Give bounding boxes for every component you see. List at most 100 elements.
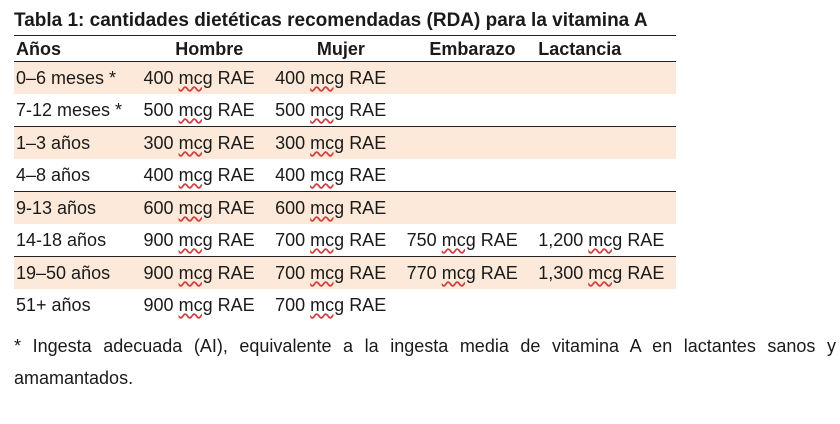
table-body: 0–6 meses * 400 mcg RAE 400 mcg RAE 7-12 me… <box>14 61 676 322</box>
unit-rae: RAE <box>480 262 518 283</box>
amount: 400 <box>143 67 174 88</box>
amount: 770 <box>406 262 437 283</box>
header-hombre: Hombre <box>143 37 276 62</box>
table-row: 9-13 años 600 mcg RAE 600 mcg RAE <box>14 191 676 224</box>
unit: mcg <box>310 262 345 283</box>
age-cell: 51+ años <box>16 294 91 315</box>
unit-rae: RAE <box>217 132 255 153</box>
unit: mcg <box>588 229 623 250</box>
unit: mcg <box>178 132 213 153</box>
hombre-cell: 900 mcg RAE <box>144 224 276 257</box>
mujer-cell: 700 mcg RAE <box>275 289 407 321</box>
age-cell: 1–3 años <box>14 126 144 159</box>
unit-rae: RAE <box>217 99 255 120</box>
unit: mcg <box>178 294 213 315</box>
header-embarazo: Embarazo <box>406 37 539 62</box>
hombre-cell: 600 mcg RAE <box>143 191 276 224</box>
amount: 500 <box>143 99 174 120</box>
mujer-cell: 700 mcg RAE <box>275 224 407 257</box>
table-row: 7-12 meses * 500 mcg RAE 500 mcg RAE <box>14 94 676 127</box>
embarazo-cell: 770 mcg RAE <box>406 256 539 289</box>
unit-rae: RAE <box>217 294 255 315</box>
amount: 600 <box>143 197 174 218</box>
lactancia-cell <box>538 289 676 321</box>
amount: 700 <box>275 229 306 250</box>
unit-rae: RAE <box>217 197 255 218</box>
hombre-cell: 900 mcg RAE <box>144 289 276 321</box>
lactancia-cell <box>538 191 676 224</box>
amount: 900 <box>143 229 174 250</box>
unit-rae: RAE <box>349 229 387 250</box>
unit: mcg <box>441 229 476 250</box>
embarazo-cell <box>407 289 539 321</box>
amount: 400 <box>275 164 306 185</box>
age-cell: 7-12 meses * <box>16 99 123 120</box>
amount: 600 <box>275 197 306 218</box>
mujer-cell: 400 mcg RAE <box>275 61 407 94</box>
unit-rae: RAE <box>217 262 255 283</box>
amount: 1,300 <box>538 262 584 283</box>
unit: mcg <box>178 67 213 88</box>
header-lactancia: Lactancia <box>538 37 676 62</box>
unit-rae: RAE <box>349 164 387 185</box>
embarazo-cell <box>406 191 539 224</box>
lactancia-cell <box>538 61 676 94</box>
unit: mcg <box>310 197 345 218</box>
unit: mcg <box>178 99 213 120</box>
table-row: 14-18 años 900 mcg RAE 700 mcg RAE 750 mcg … <box>14 224 676 257</box>
embarazo-cell <box>406 61 539 94</box>
amount: 400 <box>143 164 174 185</box>
title-rule <box>14 35 676 36</box>
amount: 900 <box>143 262 174 283</box>
unit: mcg <box>588 262 623 283</box>
unit-rae: RAE <box>627 229 665 250</box>
hombre-cell: 300 mcg RAE <box>143 126 276 159</box>
table-title: Tabla 1: cantidades dietéticas recomenda… <box>14 10 648 31</box>
unit: mcg <box>178 164 213 185</box>
amount: 300 <box>143 132 174 153</box>
amount: 700 <box>275 262 306 283</box>
unit-rae: RAE <box>217 67 255 88</box>
unit-rae: RAE <box>627 262 665 283</box>
unit: mcg <box>178 229 213 250</box>
lactancia-cell <box>538 126 676 159</box>
unit-rae: RAE <box>349 67 387 88</box>
amount: 400 <box>275 67 306 88</box>
hombre-cell: 400 mcg RAE <box>144 159 276 192</box>
unit-rae: RAE <box>480 229 518 250</box>
table-row: 4–8 años 400 mcg RAE 400 mcg RAE <box>14 159 676 192</box>
hombre-cell: 900 mcg RAE <box>143 256 276 289</box>
mujer-cell: 500 mcg RAE <box>275 94 407 127</box>
unit: mcg <box>310 294 345 315</box>
unit-rae: RAE <box>349 99 387 120</box>
mujer-cell: 700 mcg RAE <box>275 256 407 289</box>
amount: 900 <box>143 294 174 315</box>
header-mujer: Mujer <box>275 37 407 62</box>
unit: mcg <box>310 99 345 120</box>
amount: 1,200 <box>538 229 584 250</box>
header-anos: Años <box>14 37 144 62</box>
unit: mcg <box>441 262 476 283</box>
amount: 300 <box>275 132 306 153</box>
lactancia-cell <box>538 159 676 192</box>
unit-rae: RAE <box>349 197 387 218</box>
rda-table: Años Hombre Mujer Embarazo Lactancia 0–6… <box>14 37 676 321</box>
unit: mcg <box>178 262 213 283</box>
unit: mcg <box>310 229 345 250</box>
age-cell: 0–6 meses * <box>14 61 144 94</box>
unit: mcg <box>310 164 345 185</box>
unit: mcg <box>310 132 345 153</box>
header-row: Años Hombre Mujer Embarazo Lactancia <box>14 37 676 62</box>
table-row: 1–3 años 300 mcg RAE 300 mcg RAE <box>14 126 676 159</box>
hombre-cell: 400 mcg RAE <box>143 61 276 94</box>
mujer-cell: 600 mcg RAE <box>275 191 407 224</box>
age-cell: 14-18 años <box>16 229 107 250</box>
table-row: 51+ años 900 mcg RAE 700 mcg RAE <box>14 289 676 321</box>
unit-rae: RAE <box>349 132 387 153</box>
mujer-cell: 400 mcg RAE <box>275 159 407 192</box>
age-cell: 4–8 años <box>16 164 91 185</box>
unit-rae: RAE <box>217 229 255 250</box>
age-cell: 9-13 años <box>14 191 144 224</box>
embarazo-cell <box>407 94 539 127</box>
